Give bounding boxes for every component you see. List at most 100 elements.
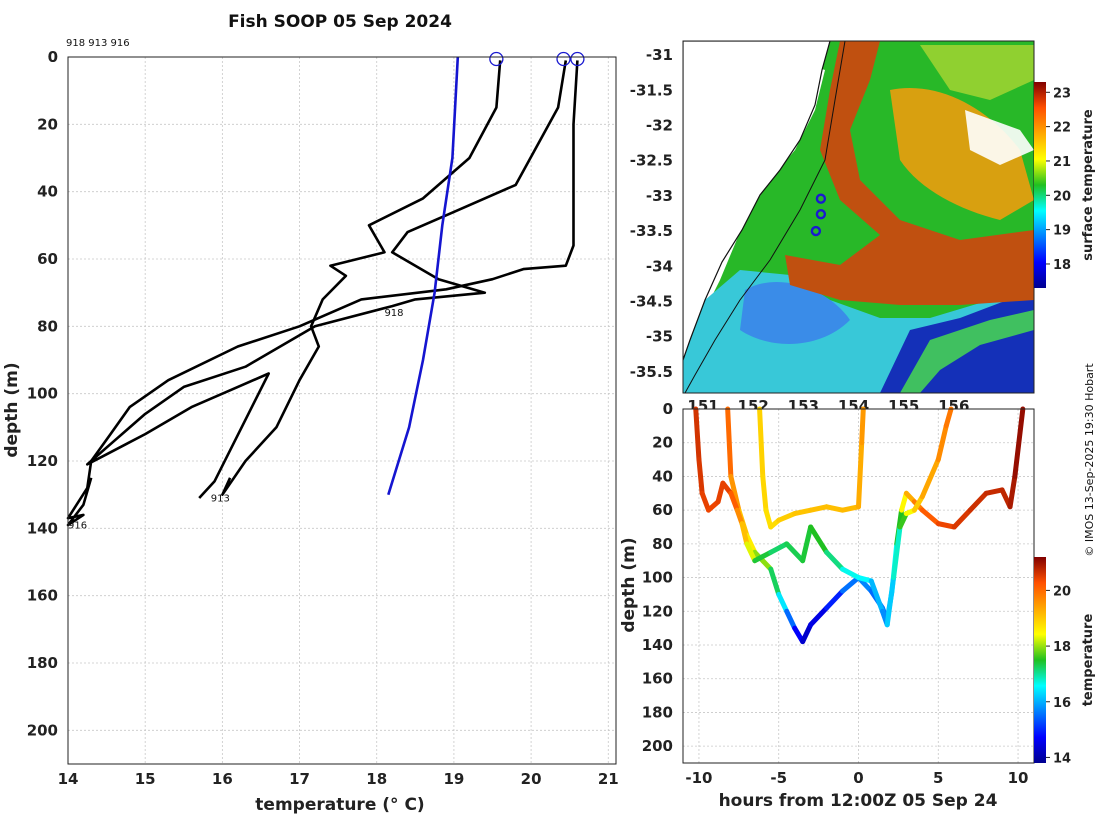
sst-colorbar-tick-label: 21 <box>1053 155 1071 170</box>
track-segment <box>935 521 957 530</box>
track-segment <box>776 591 790 614</box>
track-segment <box>899 490 909 513</box>
track-segment <box>768 541 790 555</box>
profile-x-tick-label: 17 <box>289 770 310 788</box>
track-segment <box>752 549 774 564</box>
track-segment <box>824 549 846 572</box>
profile-header-ids: 918 913 916 <box>66 38 130 49</box>
sst-colorbar-tick-label: 23 <box>1053 86 1071 101</box>
track-segment <box>859 406 866 446</box>
sst-land <box>683 41 831 361</box>
track-segment <box>693 406 702 463</box>
track-segment <box>725 406 734 479</box>
track-segment <box>911 494 925 513</box>
depth-time-x-tick-label: 5 <box>933 769 943 787</box>
profile-panel: 918 913 916 14 15 16 17 18 19 20 21 0 20 40 60 80 10… <box>2 38 619 815</box>
sst-colorbar-tick-label: 18 <box>1053 258 1071 273</box>
profile-y-label: depth (m) <box>2 362 22 457</box>
track-segment <box>763 507 774 530</box>
sst-y-tick-label: -31 <box>646 46 673 64</box>
temperature-colorbar-tick-label: 14 <box>1053 751 1071 766</box>
depth-time-y-tick-label: 160 <box>642 670 673 688</box>
profile-x-tick-label: 16 <box>212 770 233 788</box>
sst-cool-eddy <box>740 281 850 344</box>
track-segment <box>768 566 782 597</box>
profile-end-label-913: 913 <box>211 493 230 504</box>
profile-end-label-918: 918 <box>384 308 403 319</box>
depth-time-y-tick-label: 20 <box>652 434 673 452</box>
depth-time-y-tick-label: 120 <box>642 602 673 620</box>
profile-y-tick-label: 60 <box>37 250 58 268</box>
sst-y-ticks: -31 -31.5 -32 -32.5 -33 -33.5 -34 -34.5 -35 -35.5 <box>630 46 673 381</box>
track-segment <box>1007 473 1018 510</box>
profile-x-tick-label: 19 <box>443 770 464 788</box>
track-segment <box>784 541 806 564</box>
profile-y-tick-label: 20 <box>37 115 58 133</box>
sst-colorbar-label: surface temperature <box>1081 109 1096 261</box>
sst-y-tick-label: -35 <box>646 328 673 346</box>
profile-y-tick-label: 120 <box>27 452 58 470</box>
sst-shelf-contour <box>684 41 846 393</box>
profile-y-tick-label: 40 <box>37 183 58 201</box>
profile-plot-area <box>68 57 616 764</box>
sst-y-tick-label: -34.5 <box>630 292 673 310</box>
track-segment <box>776 511 798 523</box>
profile-y-tick-label: 140 <box>27 519 58 537</box>
track-segment <box>744 532 758 555</box>
track-segment <box>728 490 740 513</box>
depth-time-y-label: depth (m) <box>619 537 639 632</box>
depth-time-x-label: hours from 12:00Z 05 Sep 24 <box>719 791 998 811</box>
copyright-notice: © IMOS 13-Sep-2025 19:30 Hobart <box>1083 363 1096 557</box>
track-916 <box>757 406 866 530</box>
temperature-colorbar-tick-label: 18 <box>1053 640 1071 655</box>
sst-field <box>683 41 1034 393</box>
track-segment <box>943 406 954 429</box>
profile-x-ticks: 14 15 16 17 18 19 20 21 <box>58 770 619 788</box>
track-segment <box>840 575 861 594</box>
temperature-colorbar-tick-label: 20 <box>1053 584 1071 599</box>
sst-colorbar-tick-label: 19 <box>1053 224 1071 239</box>
track-segment <box>699 490 712 513</box>
profile-end-label-916: 916 <box>68 520 87 531</box>
track-segment <box>983 487 1005 496</box>
track-segment <box>840 504 861 513</box>
temperature-colorbar-tick-label: 16 <box>1053 696 1071 711</box>
track-segment <box>800 622 814 645</box>
track-segment <box>840 566 861 581</box>
depth-time-y-tick-label: 80 <box>652 535 673 553</box>
profile-line-918 <box>221 60 502 496</box>
track-segment <box>760 473 769 513</box>
track-segment <box>808 524 830 555</box>
depth-time-x-ticks: -10 -5 0 5 10 <box>685 769 1028 787</box>
track-segment <box>808 504 830 513</box>
depth-time-tracks <box>693 406 1026 645</box>
station-marker <box>810 225 822 237</box>
track-segment <box>1012 406 1026 479</box>
profile-y-tick-label: 180 <box>27 654 58 672</box>
profile-x-tick-label: 18 <box>366 770 387 788</box>
profile-x-tick-label: 14 <box>58 770 79 788</box>
sst-y-tick-label: -32 <box>646 116 673 134</box>
profile-y-tick-label: 200 <box>27 721 58 739</box>
sst-colorbar-ticks: 18 19 20 21 22 23 <box>1046 86 1071 273</box>
profile-x-label: temperature (° C) <box>255 795 424 815</box>
profile-x-tick-label: 20 <box>521 770 542 788</box>
station-marker <box>815 193 827 204</box>
track-segment <box>792 507 814 517</box>
sst-stations <box>810 193 827 237</box>
sst-colorbar-tick-label: 22 <box>1053 121 1071 136</box>
track-segment <box>715 480 726 505</box>
track-segment <box>967 490 989 513</box>
sst-y-tick-label: -35.5 <box>630 363 673 381</box>
figure-title: Fish SOOP 05 Sep 2024 <box>228 12 452 32</box>
track-913 <box>693 406 954 628</box>
track-segment <box>800 524 814 564</box>
depth-time-y-ticks: 0 20 40 60 80 100 120 140 160 180 200 <box>642 400 673 755</box>
profile-line-913 <box>86 60 568 499</box>
track-segment <box>757 406 766 479</box>
depth-time-y-tick-label: 200 <box>642 737 673 755</box>
profile-y-tick-label: 80 <box>37 317 58 335</box>
profile-y-tick-label: 100 <box>27 385 58 403</box>
profile-y-ticks: 0 20 40 60 80 100 120 140 160 180 200 <box>27 48 58 739</box>
